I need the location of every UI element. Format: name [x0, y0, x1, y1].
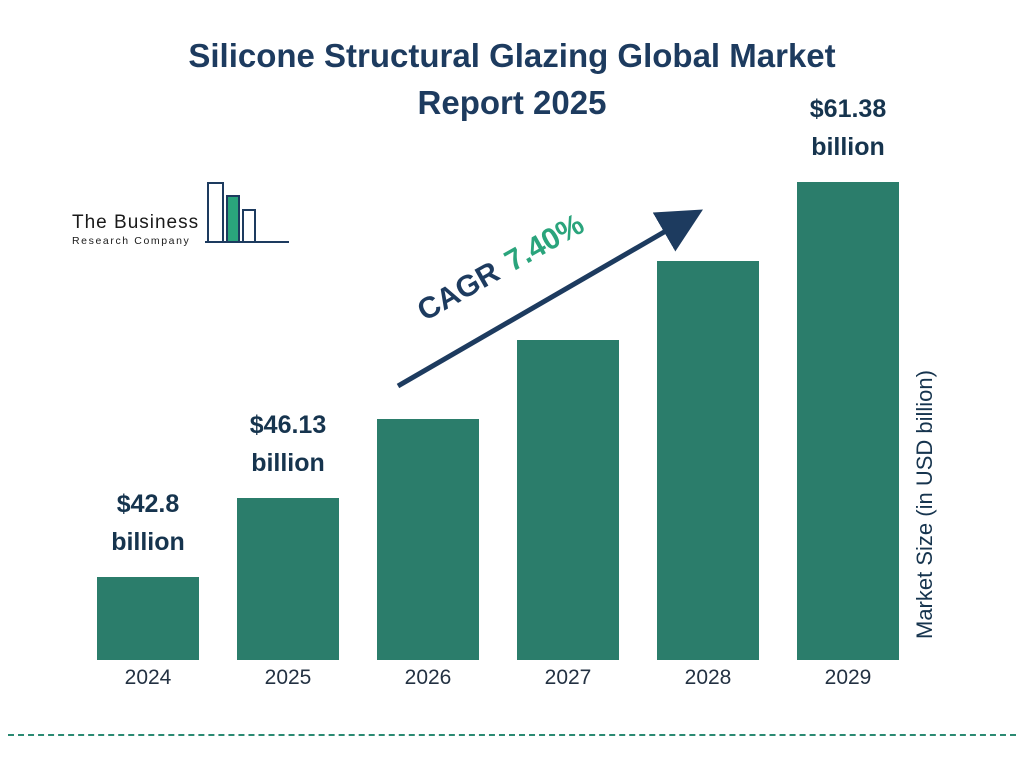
- value-label-2029: $61.38 billion: [809, 95, 887, 161]
- bar-2024: [97, 577, 199, 660]
- logo-subtitle: Research Company: [72, 235, 191, 247]
- page-title-line-2: Report 2025: [417, 84, 607, 121]
- x-axis-label-2027: 2027: [544, 666, 592, 689]
- x-axis-label-2029: 2029: [824, 666, 872, 689]
- x-axis-label-2028: 2028: [684, 666, 732, 689]
- bar-2029: [797, 182, 899, 660]
- y-axis-title: Market Size (in USD billion): [912, 370, 937, 640]
- bottom-divider: [8, 734, 1016, 736]
- company-logo-text: The Business Research Company: [72, 212, 199, 253]
- bar-2025: [237, 498, 339, 660]
- x-axis-label-2026: 2026: [404, 666, 452, 689]
- value-label-2024: $42.8 billion: [111, 490, 185, 556]
- company-logo: The Business Research Company: [72, 180, 291, 253]
- bar-2026: [377, 419, 479, 660]
- x-axis-label-2024: 2024: [124, 666, 172, 689]
- page-title-line-1: Silicone Structural Glazing Global Marke…: [188, 37, 836, 74]
- logo-name: The Business: [72, 212, 200, 233]
- value-label-2025: $46.13 billion: [249, 411, 327, 477]
- bar-2027: [517, 340, 619, 660]
- bar-2028: [657, 261, 759, 660]
- page-title: Silicone Structural Glazing Global Marke…: [0, 32, 1024, 126]
- x-axis-label-2025: 2025: [264, 666, 312, 689]
- logo-chart-icon: [205, 180, 291, 253]
